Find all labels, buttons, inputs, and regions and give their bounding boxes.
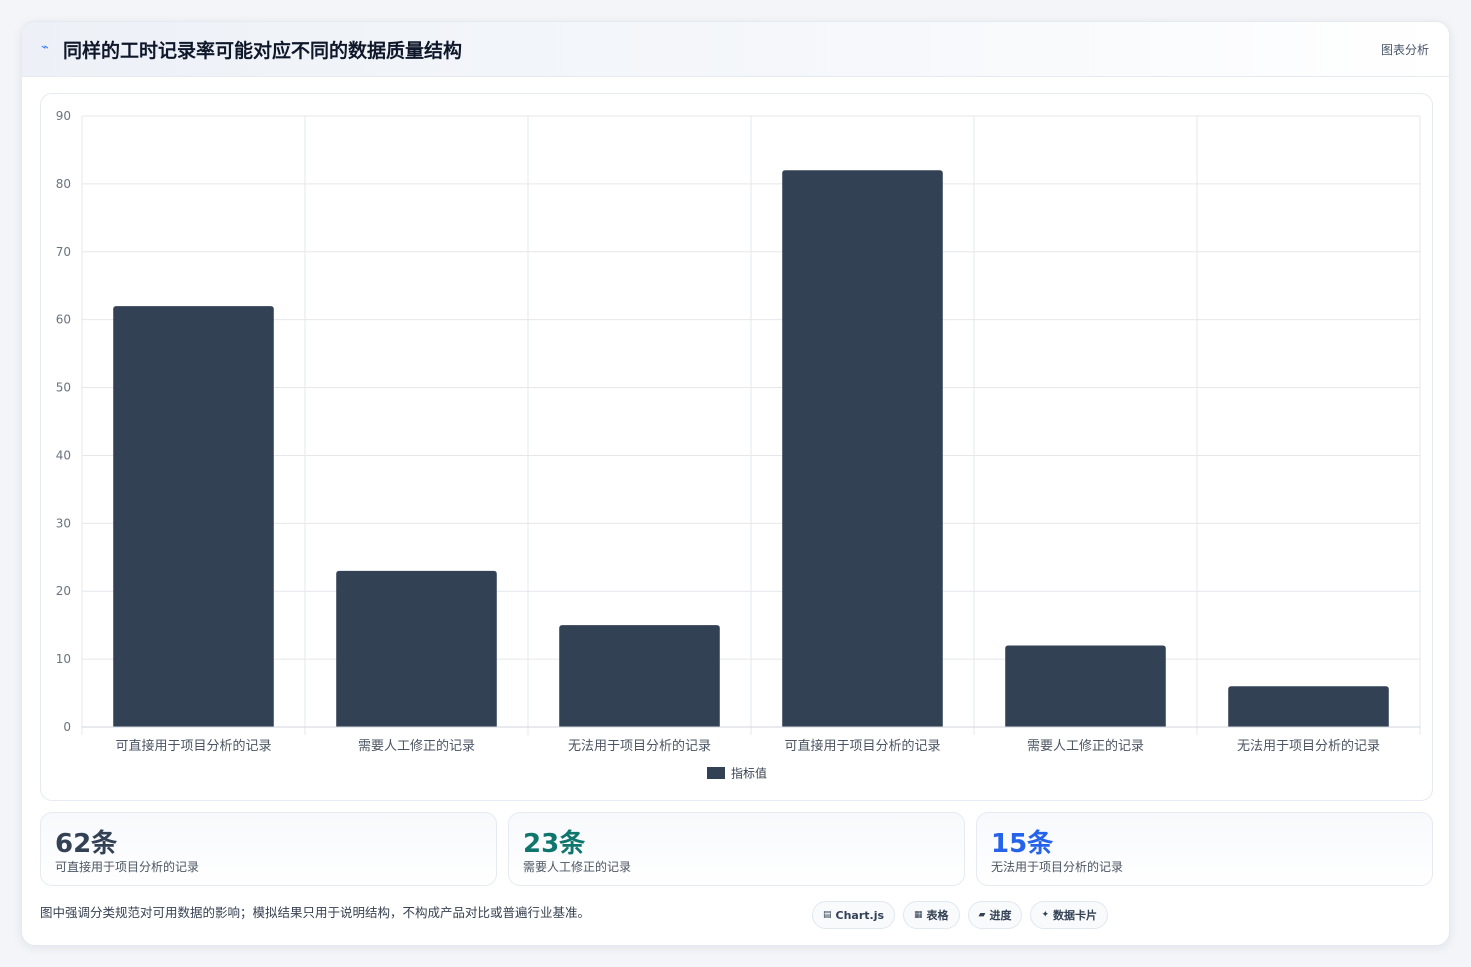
bar [559,625,720,727]
stat-value: 23条 [523,829,586,859]
x-tick-label: 可直接用于项目分析的记录 [115,738,271,754]
pulse-icon: ⌁ [41,40,49,55]
stat-value: 62条 [55,829,118,859]
progress-icon: ▰ [978,910,986,920]
chip-label: 表格 [926,909,949,922]
legend-swatch [707,767,725,779]
bar-chart: 0 10 20 30 40 50 60 70 80 90 可直接用于项目分析的记录 需要人工修正的记录… [56,109,1421,781]
bar [1005,645,1166,727]
bar [1228,686,1389,727]
stat-card-unusable: 15条 无法用于项目分析的记录 [976,812,1433,886]
stat-label: 无法用于项目分析的记录 [991,860,1124,874]
stat-value: 15条 [991,829,1054,859]
table-icon: ▦ [914,910,923,920]
chart-icon: ▤ [823,910,832,920]
tech-chips: ▤ Chart.js ▦ 表格 ▰ 进度 ✦ 数据卡片 [812,901,1109,929]
footnote: 图中强调分类规范对可用数据的影响；模拟结果只用于说明结构，不构成产品对比或普遍行… [40,905,591,920]
stat-label: 需要人工修正的记录 [523,860,632,874]
x-tick-label: 无法用于项目分析的记录 [568,738,711,754]
page-title: 同样的工时记录率可能对应不同的数据质量结构 [63,40,463,62]
x-tick-label: 无法用于项目分析的记录 [1237,738,1380,754]
chip-progress[interactable]: ▰ 进度 [967,901,1023,929]
stat-card-manual: 23条 需要人工修正的记录 [508,812,965,886]
x-tick-label: 需要人工修正的记录 [1027,738,1144,754]
chip-table[interactable]: ▦ 表格 [903,901,960,929]
chart-container: 0 10 20 30 40 50 60 70 80 90 可直接用于项目分析的记录 需要人工修正的记录… [40,93,1433,801]
y-tick-label: 0 [63,720,71,734]
bar [336,570,497,727]
y-tick-label: 20 [56,584,71,598]
chart-card: ⌁ 同样的工时记录率可能对应不同的数据质量结构 图表分析 0 10 20 30 40 50… [21,21,1450,946]
bar [782,170,943,728]
y-tick-label: 90 [56,109,71,123]
chip-label: Chart.js [835,908,885,922]
x-tick-label: 需要人工修正的记录 [358,738,475,754]
y-tick-label: 30 [56,516,71,530]
y-tick-label: 80 [56,177,71,191]
chip-chartjs[interactable]: ▤ Chart.js [812,901,896,929]
y-tick-label: 60 [56,313,71,327]
y-tick-label: 50 [56,381,71,395]
y-tick-label: 40 [56,448,71,462]
chip-label: 进度 [989,909,1012,922]
header-tag: 图表分析 [1380,43,1429,57]
stat-card-direct: 62条 可直接用于项目分析的记录 [40,812,497,886]
chip-label: 数据卡片 [1053,909,1098,922]
bar [113,306,274,727]
stats-row: 62条 可直接用于项目分析的记录 23条 需要人工修正的记录 15条 无法用于项… [40,812,1433,886]
chip-data-card[interactable]: ✦ 数据卡片 [1030,901,1109,929]
y-tick-label: 70 [56,245,71,259]
legend-label: 指标值 [731,766,767,781]
x-tick-label: 可直接用于项目分析的记录 [784,738,940,754]
card-header: ⌁ 同样的工时记录率可能对应不同的数据质量结构 图表分析 [22,22,1449,77]
y-tick-label: 10 [56,652,71,666]
sparkle-icon: ✦ [1041,910,1050,920]
stat-label: 可直接用于项目分析的记录 [55,860,200,874]
